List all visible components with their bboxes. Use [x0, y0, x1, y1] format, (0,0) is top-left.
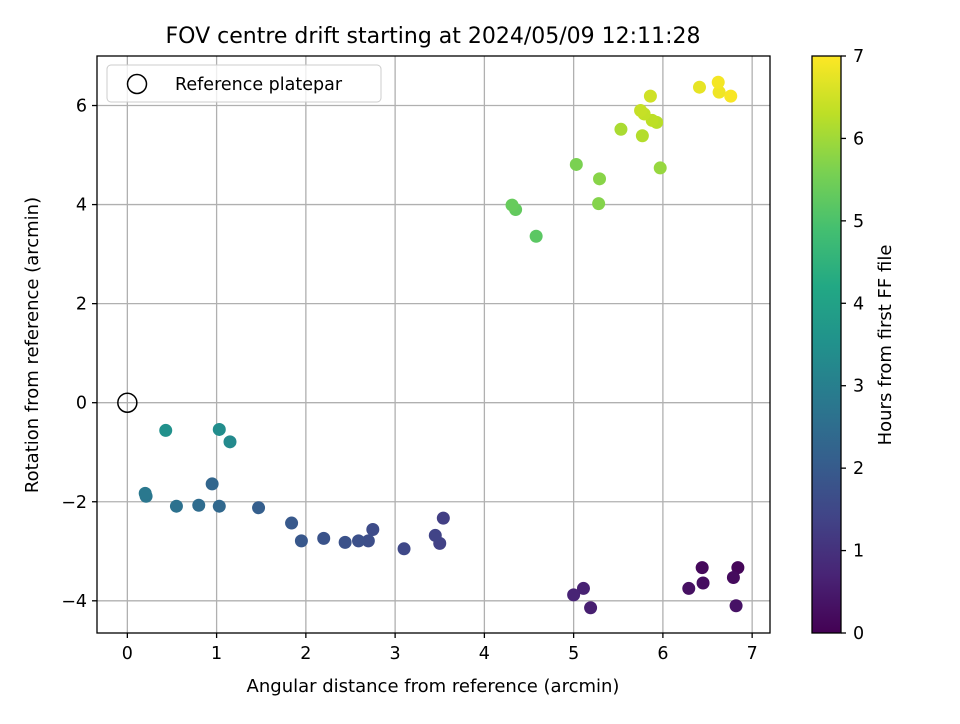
- legend-box: [106, 64, 382, 103]
- data-point: [634, 103, 648, 117]
- data-point: [361, 534, 375, 548]
- data-point: [567, 588, 581, 602]
- grid-lines: [97, 56, 770, 633]
- y-tick-label: 2: [76, 295, 87, 315]
- data-point: [614, 122, 628, 136]
- plot-frame: [96, 55, 771, 634]
- data-point: [338, 535, 352, 549]
- y-tick-label: 4: [76, 196, 87, 216]
- colorbar-tick-label: 6: [853, 129, 864, 149]
- colorbar-tick-label: 4: [853, 294, 864, 314]
- data-point: [397, 542, 411, 556]
- data-point: [731, 561, 745, 575]
- data-point: [294, 534, 308, 548]
- data-point: [352, 534, 366, 548]
- x-tick-label: 0: [122, 644, 133, 664]
- legend: Reference platepar: [106, 64, 382, 103]
- data-points: [138, 75, 745, 615]
- colorbar-gradient: [811, 55, 842, 634]
- data-point: [159, 423, 173, 437]
- data-point: [584, 601, 598, 615]
- data-point: [569, 157, 583, 171]
- data-point: [726, 571, 740, 585]
- y-tick-label: 6: [76, 97, 87, 117]
- y-tick-label: 0: [76, 394, 87, 414]
- y-axis-ticks: −4 −2 0 2 4 6: [61, 97, 97, 612]
- data-point: [505, 198, 519, 212]
- colorbar-tick-label: 1: [853, 542, 864, 562]
- data-point: [428, 528, 442, 542]
- x-tick-label: 5: [568, 644, 579, 664]
- x-tick-label: 7: [747, 644, 758, 664]
- x-tick-label: 6: [657, 644, 668, 664]
- colorbar-tick-label: 7: [853, 47, 864, 67]
- y-axis-label: Rotation from reference (arcmin): [22, 197, 43, 493]
- colorbar-label: Hours from first FF file: [875, 245, 896, 446]
- data-point: [724, 89, 738, 103]
- data-point: [223, 435, 237, 449]
- colorbar-tick-label: 0: [853, 624, 864, 644]
- data-point: [205, 477, 219, 491]
- data-point: [712, 85, 726, 99]
- data-point: [252, 501, 266, 515]
- data-point: [366, 522, 380, 536]
- data-point: [695, 561, 709, 575]
- legend-marker-reference: [126, 73, 148, 95]
- data-point: [138, 486, 152, 500]
- data-point: [285, 516, 299, 530]
- data-point: [192, 498, 206, 512]
- x-tick-label: 1: [211, 644, 222, 664]
- data-point: [696, 576, 710, 590]
- data-point: [592, 197, 606, 211]
- data-point: [653, 161, 667, 175]
- y-tick-label: −4: [61, 592, 87, 612]
- reference-point-marker: [117, 392, 138, 413]
- data-point: [169, 499, 183, 513]
- data-point: [729, 599, 743, 613]
- data-point: [436, 511, 450, 525]
- data-point: [692, 80, 706, 94]
- data-point: [212, 499, 226, 513]
- data-point: [643, 89, 657, 103]
- x-tick-label: 2: [300, 644, 311, 664]
- x-axis-label: Angular distance from reference (arcmin): [247, 676, 620, 697]
- data-point: [529, 229, 543, 243]
- colorbar-tick-label: 2: [853, 459, 864, 479]
- chart-title: FOV centre drift starting at 2024/05/09 …: [166, 24, 701, 49]
- colorbar-tick-label: 3: [853, 377, 864, 397]
- data-point: [635, 129, 649, 143]
- x-axis-ticks: 0 1 2 3 4 5 6 7: [122, 633, 758, 664]
- x-tick-label: 4: [479, 644, 490, 664]
- data-point: [212, 422, 226, 436]
- colorbar-tick-label: 5: [853, 212, 864, 232]
- x-tick-label: 3: [390, 644, 401, 664]
- colorbar: 0 1 2 3 4 5 6 7 Hours from first FF file: [811, 47, 896, 644]
- y-tick-label: −2: [61, 493, 87, 513]
- data-point: [682, 581, 696, 595]
- data-point: [593, 172, 607, 186]
- colorbar-ticks: 0 1 2 3 4 5 6 7: [841, 47, 864, 644]
- legend-label: Reference platepar: [175, 75, 343, 95]
- data-point: [711, 75, 725, 89]
- data-point: [576, 581, 590, 595]
- data-point: [317, 531, 331, 545]
